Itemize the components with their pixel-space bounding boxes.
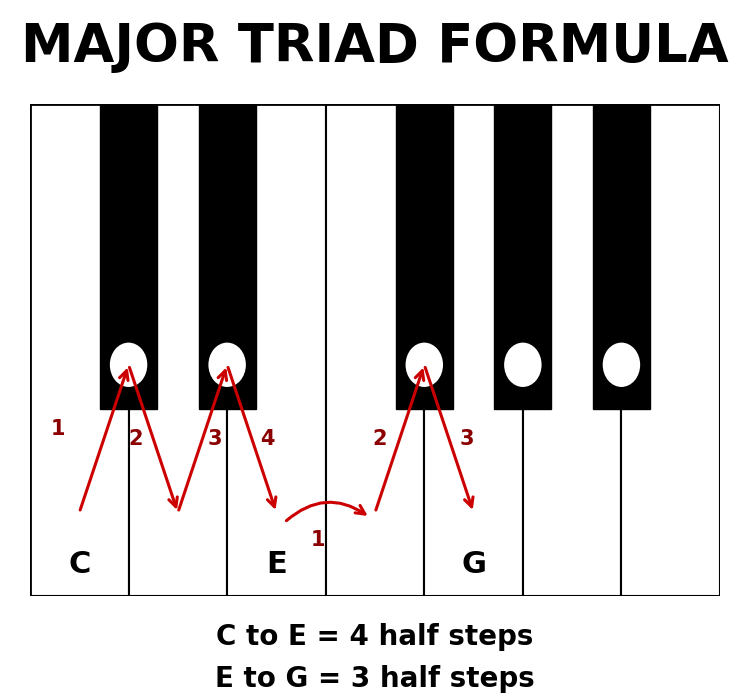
Text: 1: 1 <box>50 419 64 439</box>
Text: 3: 3 <box>460 428 474 449</box>
Ellipse shape <box>406 342 443 387</box>
Bar <box>128 104 227 596</box>
Bar <box>396 104 453 409</box>
Text: 3: 3 <box>207 428 221 449</box>
Ellipse shape <box>110 342 147 387</box>
Bar <box>227 104 326 596</box>
Bar <box>326 104 424 596</box>
Text: 1: 1 <box>310 530 325 550</box>
Text: E to G = 3 half steps: E to G = 3 half steps <box>215 665 535 693</box>
Bar <box>424 104 523 596</box>
Text: MAJOR TRIAD FORMULA: MAJOR TRIAD FORMULA <box>21 21 729 73</box>
Bar <box>622 104 720 596</box>
Ellipse shape <box>209 342 246 387</box>
Ellipse shape <box>603 342 640 387</box>
Text: 2: 2 <box>373 428 387 449</box>
Bar <box>523 104 622 596</box>
Bar <box>494 104 551 409</box>
Bar <box>592 104 650 409</box>
Bar <box>30 104 128 596</box>
Text: 4: 4 <box>260 428 274 449</box>
Bar <box>100 104 158 409</box>
Text: E: E <box>266 550 286 579</box>
Text: C: C <box>68 550 91 579</box>
Bar <box>199 104 256 409</box>
Text: G: G <box>461 550 486 579</box>
Ellipse shape <box>504 342 542 387</box>
Text: 2: 2 <box>128 428 142 449</box>
Text: C to E = 4 half steps: C to E = 4 half steps <box>216 623 534 651</box>
